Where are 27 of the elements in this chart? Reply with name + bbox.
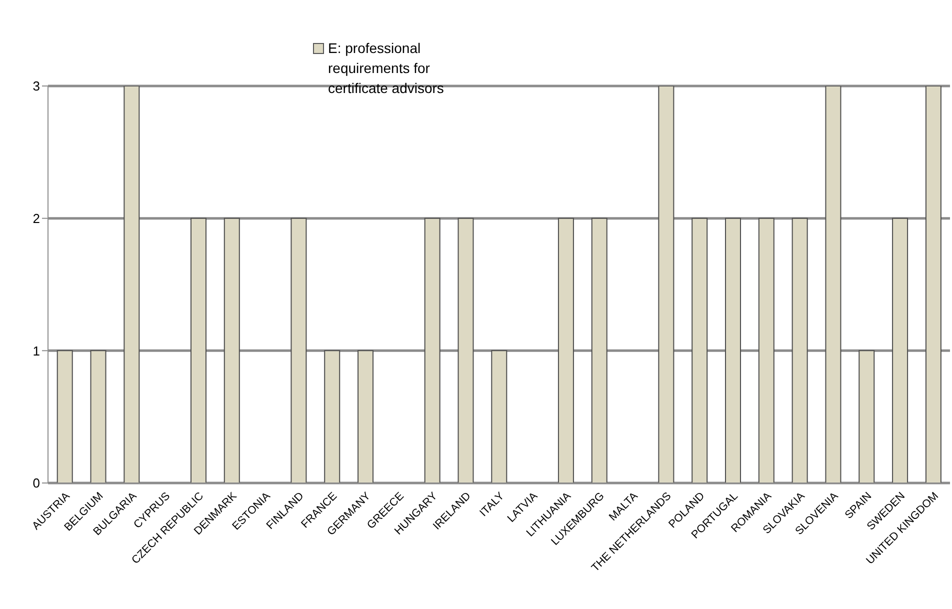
y-tick-label: 0 [32, 476, 40, 491]
y-tick-label: 3 [32, 78, 40, 94]
bar [858, 350, 875, 483]
bar [224, 218, 240, 483]
bar [190, 218, 206, 483]
bar [925, 86, 942, 483]
bar [591, 218, 608, 483]
bar [558, 218, 574, 483]
bar [358, 350, 374, 483]
bar [792, 218, 808, 483]
bar [90, 350, 106, 483]
y-tick-label: 2 [32, 210, 40, 226]
bar [758, 218, 774, 483]
bar [692, 218, 708, 483]
y-tick-label: 1 [32, 343, 40, 358]
bar [491, 350, 508, 483]
bar [658, 86, 674, 483]
bar [458, 218, 474, 483]
bar [725, 218, 741, 483]
bar [124, 86, 140, 483]
bar [424, 218, 440, 483]
bar [825, 86, 842, 483]
bar [290, 218, 307, 483]
legend-label: E: professional requirements for certificate advisors [328, 39, 445, 98]
bar [56, 350, 73, 483]
bar [324, 350, 340, 483]
bar [892, 218, 908, 483]
